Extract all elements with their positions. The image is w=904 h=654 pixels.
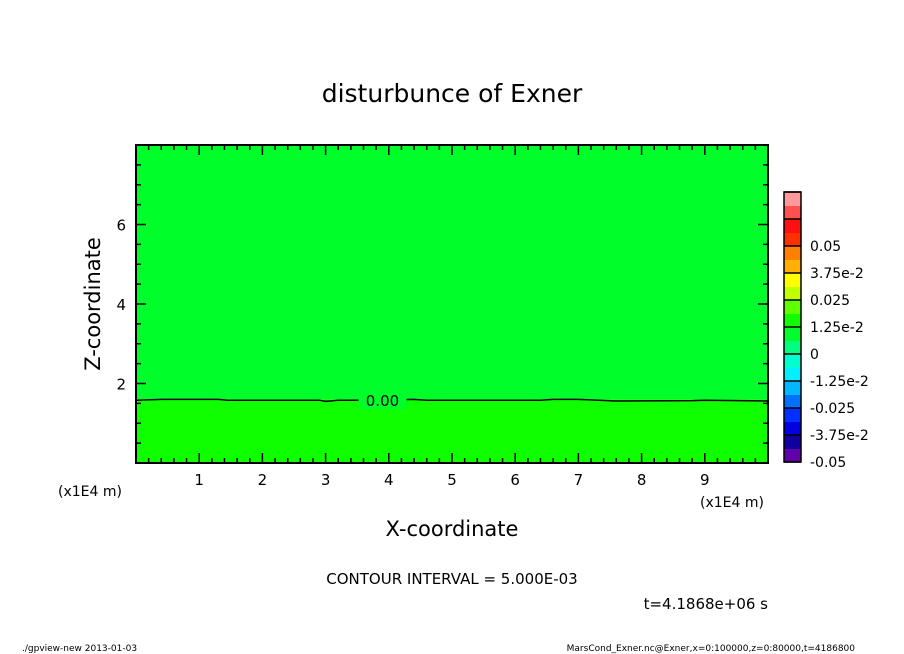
colorbar-label: 0 — [810, 347, 819, 363]
colorbar-bin — [784, 205, 801, 220]
colorbar-frame — [783, 191, 802, 463]
colorbar-bin — [784, 408, 801, 422]
colorbar-bin — [784, 354, 801, 368]
region-1 — [136, 399, 768, 463]
y-tick-label: 2 — [116, 376, 126, 394]
x-tick-label: 3 — [321, 471, 331, 489]
contour-line-0 — [135, 398, 769, 403]
y-tick-label: 4 — [116, 296, 126, 314]
colorbar-bin — [784, 313, 801, 328]
colorbar-label: 1.25e-2 — [810, 320, 864, 336]
colorbar-bin — [784, 340, 801, 355]
y-unit-label: (x1E4 m) — [58, 484, 122, 500]
x-tick-label: 7 — [574, 471, 584, 489]
colorbar-label: -0.025 — [810, 401, 855, 417]
x-tick-label: 1 — [194, 471, 204, 489]
x-unit-label: (x1E4 m) — [700, 495, 764, 511]
colorbar-label: 0.05 — [810, 239, 841, 255]
colorbar-label: -3.75e-2 — [810, 428, 869, 444]
x-tick-label: 5 — [447, 471, 457, 489]
contour-label: 0.00 — [366, 392, 399, 410]
colorbar-label: 3.75e-2 — [810, 266, 864, 282]
colorbar-bin — [784, 448, 801, 463]
colorbar-bin — [784, 300, 801, 314]
x-tick-label: 8 — [637, 471, 647, 489]
x-axis-label: X-coordinate — [386, 517, 519, 541]
time-label: t=4.1868e+06 s — [644, 595, 769, 613]
colorbar-bin — [784, 219, 801, 233]
chart-title: disturbunce of Exner — [322, 79, 583, 108]
colorbar-bin — [784, 232, 801, 247]
colorbar-bin — [784, 286, 801, 301]
region-0 — [136, 145, 768, 400]
colorbar-bin — [784, 273, 801, 287]
colorbar-label: 0.025 — [810, 293, 850, 309]
colorbar-bin — [784, 421, 801, 436]
footer-left: ./gpview-new 2013-01-03 — [22, 644, 137, 654]
x-tick-label: 6 — [510, 471, 520, 489]
colorbar-label: -0.05 — [810, 455, 846, 471]
colorbar-bin — [784, 327, 801, 341]
colorbar-bin — [784, 381, 801, 395]
colorbar-bin — [784, 367, 801, 382]
colorbar-bin — [784, 246, 801, 260]
colorbar-bin — [784, 259, 801, 274]
contour-label-bg — [358, 391, 407, 410]
y-tick-label: 6 — [116, 217, 126, 235]
x-tick-label: 4 — [384, 471, 394, 489]
colorbar-label: -1.25e-2 — [810, 374, 869, 390]
colorbar-bin — [784, 435, 801, 449]
contour-interval: CONTOUR INTERVAL = 5.000E-03 — [326, 570, 577, 588]
colorbar-bin — [784, 192, 801, 206]
x-tick-label: 9 — [700, 471, 710, 489]
x-tick-label: 2 — [258, 471, 268, 489]
colorbar-bin — [784, 394, 801, 409]
y-axis-label: Z-coordinate — [81, 237, 105, 371]
footer-right: MarsCond_Exner.nc@Exner,x=0:100000,z=0:8… — [567, 644, 856, 654]
